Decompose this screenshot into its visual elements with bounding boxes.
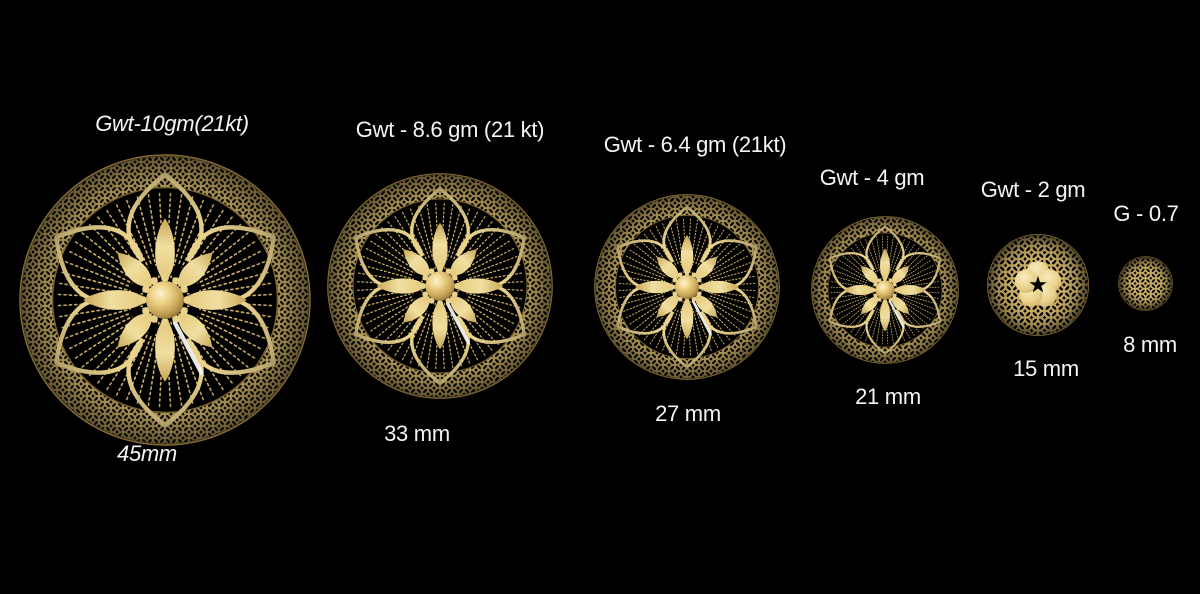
button-render-15mm bbox=[986, 233, 1090, 337]
size-label-45mm: 45mm bbox=[117, 441, 177, 466]
jewelry-piece-27mm bbox=[594, 194, 780, 380]
size-label-33mm: 33 mm bbox=[384, 421, 450, 446]
jewelry-piece-21mm bbox=[811, 216, 959, 364]
size-label-15mm: 15 mm bbox=[1013, 356, 1079, 381]
jewelry-piece-15mm bbox=[985, 232, 1091, 338]
medallion-render-21mm bbox=[811, 216, 959, 364]
medallion-render-27mm bbox=[594, 194, 780, 380]
button-render-8mm bbox=[1118, 256, 1173, 311]
weight-label-45mm: Gwt-10gm(21kt) bbox=[95, 111, 249, 136]
weight-label-8mm: G - 0.7 bbox=[1113, 201, 1179, 226]
medallion-render-45mm bbox=[19, 154, 311, 446]
weight-label-27mm: Gwt - 6.4 gm (21kt) bbox=[603, 132, 787, 157]
medallion-render-33mm bbox=[327, 173, 553, 399]
weight-label-21mm: Gwt - 4 gm bbox=[819, 165, 925, 190]
weight-label-15mm: Gwt - 2 gm bbox=[980, 177, 1086, 202]
size-label-27mm: 27 mm bbox=[655, 401, 721, 426]
size-label-21mm: 21 mm bbox=[855, 384, 921, 409]
jewelry-piece-45mm bbox=[19, 154, 311, 446]
jewelry-piece-33mm bbox=[327, 173, 553, 399]
jewelry-piece-8mm bbox=[1117, 255, 1174, 312]
weight-label-33mm: Gwt - 8.6 gm (21 kt) bbox=[355, 117, 545, 142]
size-label-8mm: 8 mm bbox=[1123, 332, 1177, 357]
